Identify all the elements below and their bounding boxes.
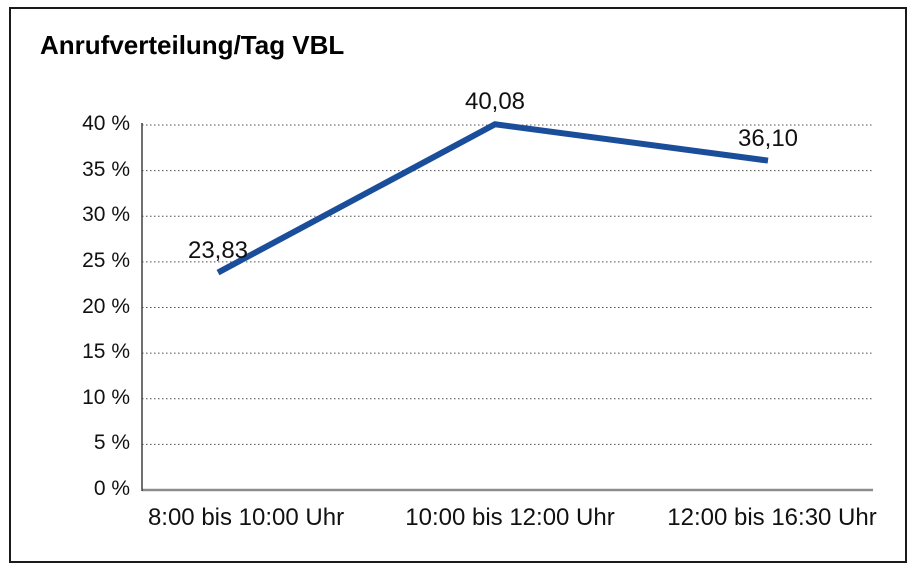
x-axis-label: 12:00 bis 16:30 Uhr [667, 504, 877, 531]
y-axis-label: 30 % [82, 203, 130, 227]
y-axis-label: 10 % [82, 385, 130, 409]
data-label: 23,83 [187, 236, 249, 264]
y-axis-label: 35 % [82, 157, 130, 181]
data-label: 40,08 [464, 88, 526, 116]
y-axis-label: 40 % [82, 112, 130, 135]
x-axis-label: 8:00 bis 10:00 Uhr [147, 504, 345, 531]
chart-title: Anrufverteilung/Tag VBL [40, 30, 345, 60]
chart-frame [9, 7, 907, 563]
x-axis-label: 10:00 bis 12:00 Uhr [405, 504, 615, 531]
trend-line [216, 121, 769, 276]
y-axis-label: 15 % [82, 340, 130, 364]
y-axis-label: 5 % [93, 431, 130, 455]
y-axis-label: 25 % [82, 248, 130, 272]
y-axis-label: 0 % [93, 477, 130, 500]
data-label: 36,10 [737, 124, 799, 152]
y-axis-label: 20 % [82, 294, 130, 318]
